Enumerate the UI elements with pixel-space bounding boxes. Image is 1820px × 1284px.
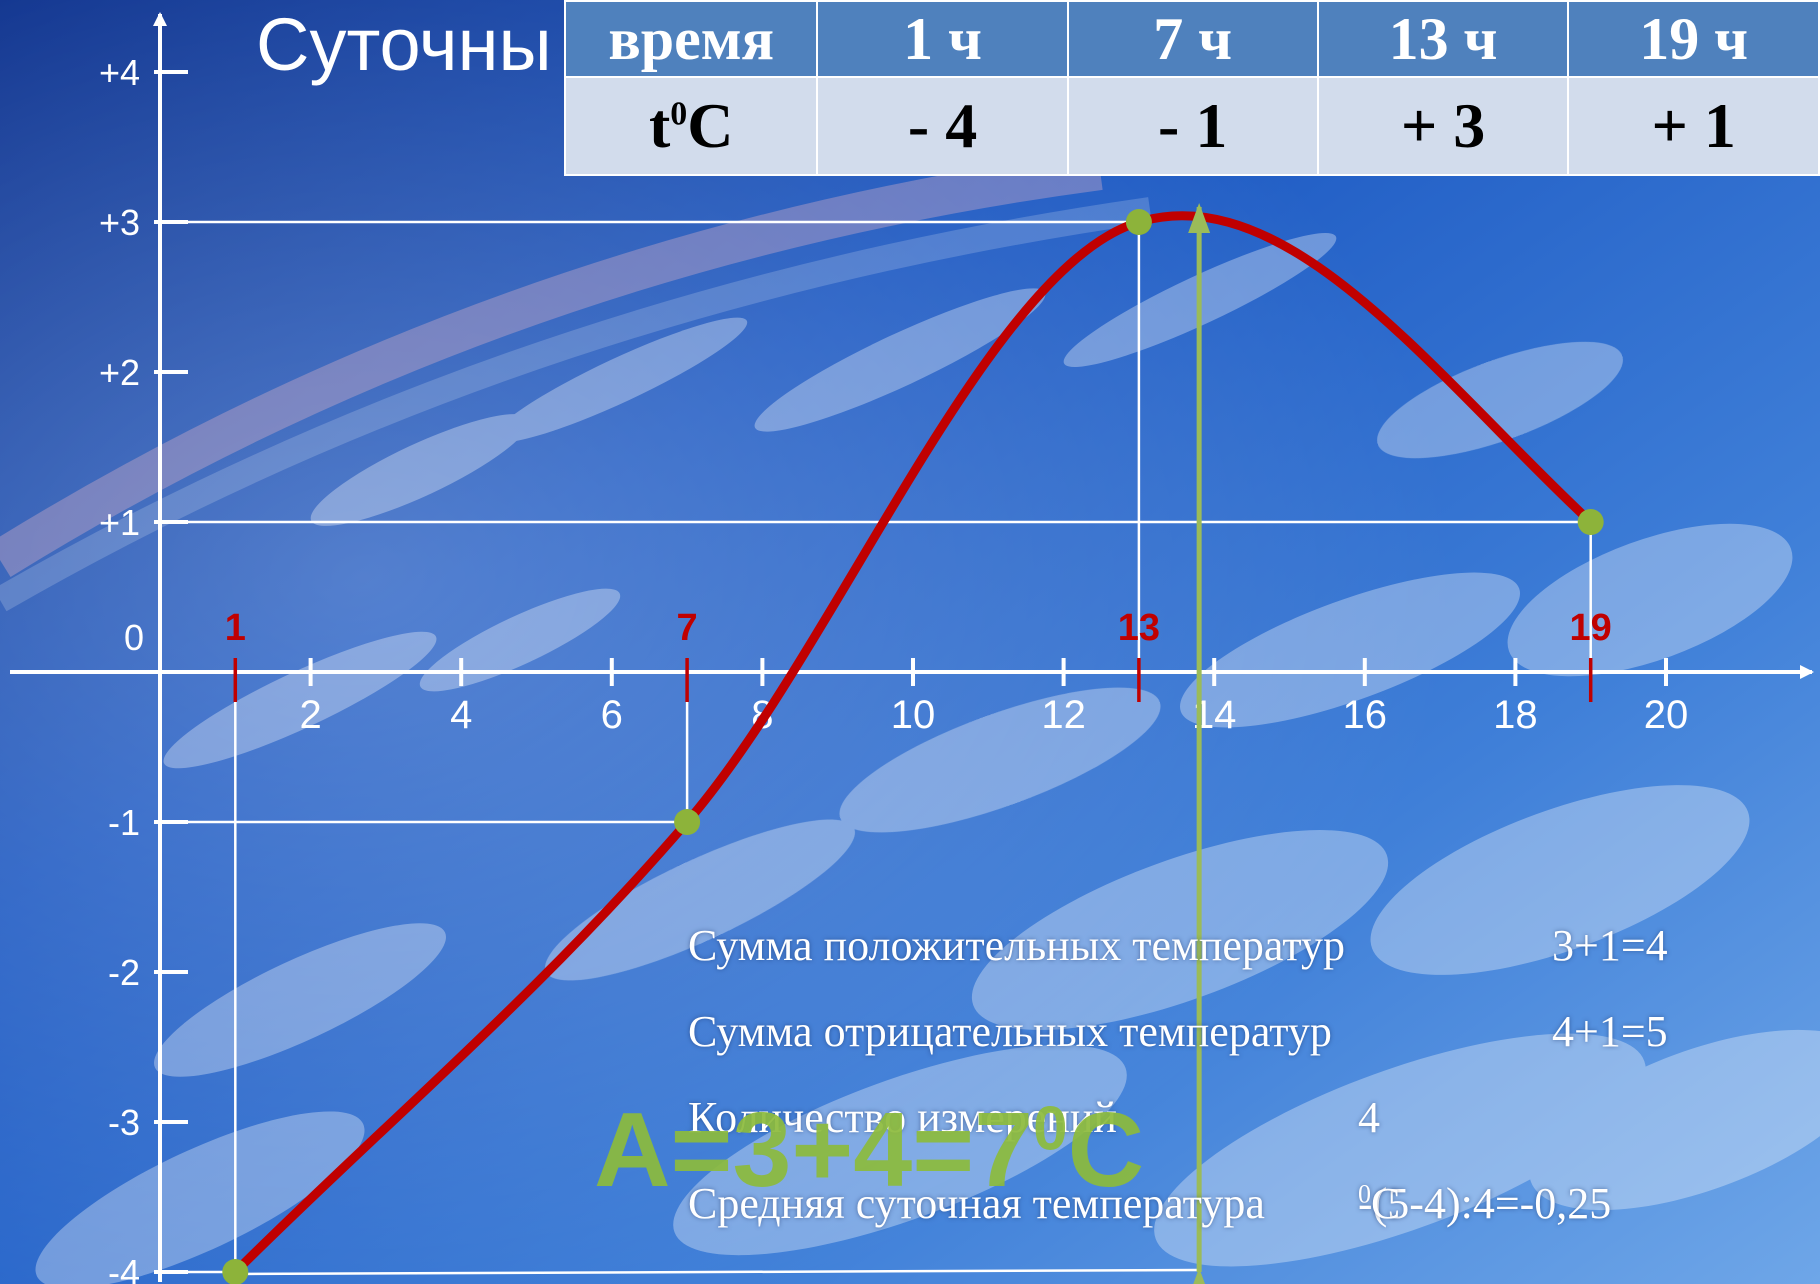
x-tick-label: 2 [299, 693, 321, 737]
tick-labels: -4-3-2-10+1+2+3+42 4 6 8 10 12 14 16 18 201 7 13 19 [99, 52, 1688, 1284]
temperature-line [230, 211, 1596, 1277]
stat-value: 4 [1358, 1093, 1380, 1142]
data-point [674, 809, 701, 835]
data-point [222, 1259, 249, 1284]
stat-label: Средняя суточная температура [688, 1179, 1265, 1228]
x-tick-label: 16 [1343, 693, 1388, 737]
point-label: 19 [1570, 607, 1612, 649]
stat-row: Сумма отрицательных температур 4+1=5 [688, 1006, 1798, 1092]
table-header-cell: 7 ч [1066, 0, 1319, 78]
data-point [1577, 509, 1604, 535]
stat-row: Количество измерений 4 [688, 1092, 1798, 1178]
row-label-sup: 0 [670, 95, 688, 133]
stat-value: -(5-4):4=-0,25 0 C [1358, 1178, 1611, 1229]
y-tick-label: -3 [108, 1102, 140, 1143]
amplitude-main: А=3+4=7 [594, 1091, 1034, 1209]
table-header-cell: 13 ч [1316, 0, 1570, 78]
stats-block: Сумма положительных температур 3+1=4 Сум… [688, 920, 1798, 1264]
x-tick-label: 12 [1041, 693, 1086, 737]
y-tick-label: -2 [108, 952, 140, 993]
stat-value-main: -(5-4):4=-0,25 [1358, 1179, 1612, 1228]
amplitude-sup: 0 [1033, 1094, 1068, 1164]
table-cell: + 3 [1316, 76, 1570, 176]
stat-value: 3+1=4 [1552, 921, 1668, 970]
point-label: 13 [1118, 607, 1160, 649]
guide-line-minimum [235, 1268, 1200, 1276]
stat-value-unit: C [1371, 1179, 1401, 1228]
table-header-row: время 1 ч 7 ч 13 ч 19 ч [563, 0, 1820, 78]
series-curve [230, 211, 1596, 1277]
temperature-table: время 1 ч 7 ч 13 ч 19 ч t0C - 4 - 1 + 3 … [563, 0, 1820, 176]
row-label-base: t [648, 90, 671, 161]
table-header-cell: время [563, 0, 819, 78]
table-row-label: t0C [563, 76, 819, 176]
y-tick-label: 0 [124, 617, 144, 658]
x-tick-label: 10 [891, 693, 936, 737]
x-tick-label: 4 [450, 693, 472, 737]
tick-marks [154, 70, 1668, 1274]
stat-row: Средняя суточная температура -(5-4):4=-0… [688, 1178, 1798, 1264]
x-tick-label: 20 [1644, 693, 1689, 737]
point-label: 1 [225, 607, 246, 649]
table-header-cell: 1 ч [816, 0, 1069, 78]
data-point [1125, 209, 1152, 235]
y-tick-label: +3 [99, 202, 140, 243]
row-label-unit: C [687, 90, 734, 161]
amplitude-unit: С [1067, 1091, 1145, 1209]
y-tick-label: +4 [99, 52, 140, 93]
amplitude-formula: А=3+4=70С [594, 1090, 1144, 1211]
y-tick-label: +1 [99, 502, 140, 543]
y-tick-label: +2 [99, 352, 140, 393]
table-cell: + 1 [1567, 76, 1820, 176]
table-header-cell: 19 ч [1567, 0, 1820, 78]
stat-label: Сумма отрицательных температур [688, 1007, 1332, 1056]
guide-lines [160, 220, 1592, 1276]
chart-title: Суточны [256, 3, 552, 86]
stat-value-sup: 0 [1358, 1179, 1371, 1209]
stat-label: Количество измерений [688, 1093, 1117, 1142]
point-label: 7 [677, 607, 698, 649]
y-tick-label: -1 [108, 802, 140, 843]
stat-value: 4+1=5 [1552, 1007, 1668, 1056]
stat-label: Сумма положительных температур [688, 921, 1345, 970]
table-cell: - 4 [816, 76, 1069, 176]
y-tick-label: -4 [108, 1252, 140, 1284]
table-row: t0C - 4 - 1 + 3 + 1 [563, 76, 1820, 176]
x-tick-label: 6 [601, 693, 623, 737]
table-cell: - 1 [1066, 76, 1319, 176]
data-points [222, 209, 1604, 1284]
stat-row: Сумма положительных температур 3+1=4 [688, 920, 1798, 1006]
x-tick-label: 18 [1493, 693, 1538, 737]
